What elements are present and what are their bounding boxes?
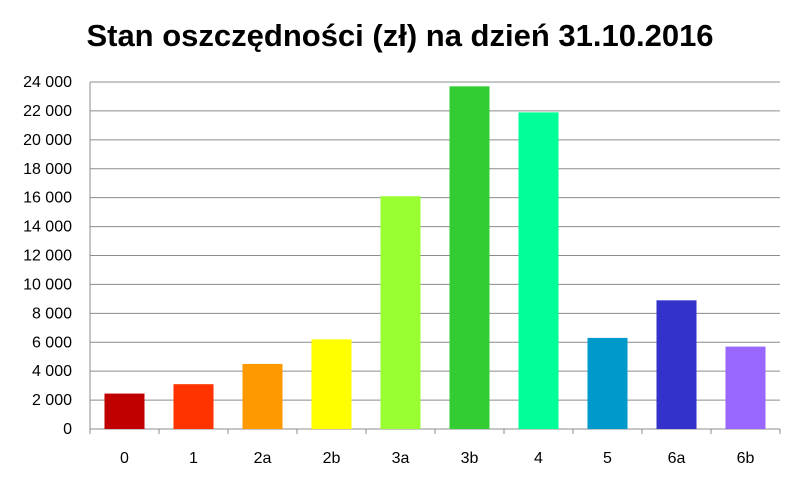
y-tick-label: 12 000: [23, 248, 72, 265]
y-tick-label: 6 000: [32, 334, 72, 351]
y-tick-label: 22 000: [23, 103, 72, 120]
x-tick-label: 2a: [254, 450, 272, 467]
y-tick-label: 20 000: [23, 132, 72, 149]
y-tick-label: 16 000: [23, 190, 72, 207]
bar-5: [587, 337, 628, 429]
bar-0: [104, 393, 145, 429]
x-tick-label: 5: [603, 450, 612, 467]
y-tick-label: 4 000: [32, 363, 72, 380]
bar-3b: [449, 86, 490, 430]
bar-2a: [242, 363, 283, 429]
y-tick-label: 18 000: [23, 161, 72, 178]
y-tick-label: 10 000: [23, 276, 72, 293]
y-tick-label: 14 000: [23, 219, 72, 236]
bar-6a: [656, 300, 697, 429]
chart-title: Stan oszczędności (zł) na dzień 31.10.20…: [86, 18, 714, 53]
bar-6b: [725, 346, 766, 429]
bar-4: [518, 112, 559, 430]
bar-1: [173, 384, 214, 429]
x-tick-label: 3a: [392, 450, 410, 467]
x-tick-label: 3b: [461, 450, 479, 467]
x-tick-label: 4: [534, 450, 543, 467]
x-tick-label: 0: [120, 450, 129, 467]
y-tick-label: 0: [63, 421, 72, 438]
bar-3a: [380, 196, 421, 429]
y-tick-label: 24 000: [23, 74, 72, 91]
y-tick-label: 8 000: [32, 305, 72, 322]
y-tick-label: 2 000: [32, 392, 72, 409]
x-tick-label: 2b: [323, 450, 341, 467]
x-tick-label: 6b: [737, 450, 755, 467]
bar-2b: [311, 339, 352, 429]
x-tick-label: 1: [189, 450, 198, 467]
x-tick-label: 6a: [668, 450, 686, 467]
